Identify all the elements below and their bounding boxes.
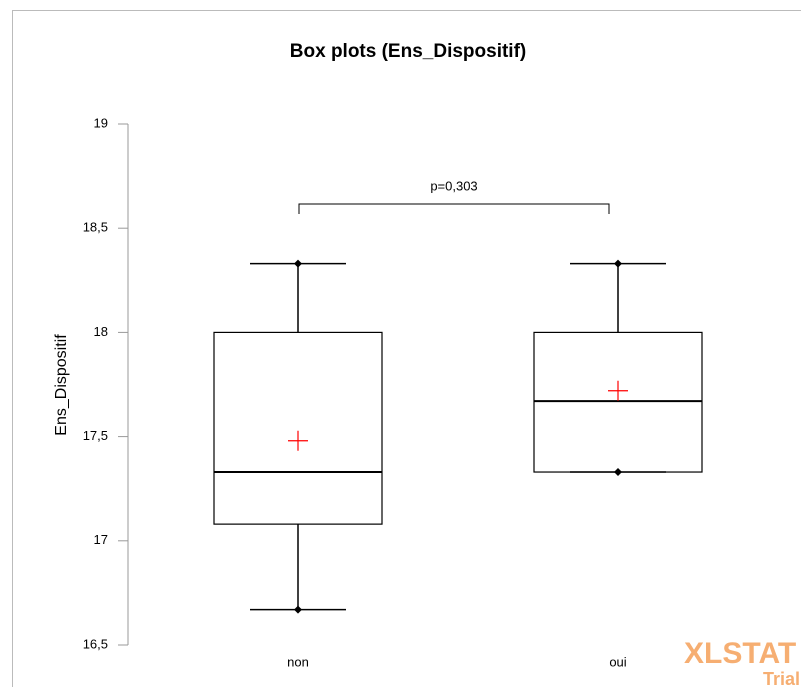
- box: [213, 331, 383, 525]
- x-tick-label: oui: [609, 654, 626, 669]
- y-tick-label: 17: [94, 532, 108, 547]
- y-tick-label: 17,5: [83, 428, 108, 443]
- chart-title: Box plots (Ens_Dispositif): [290, 41, 526, 62]
- chart-frame: [12, 10, 801, 687]
- extreme-point: [614, 259, 622, 268]
- significance-bracket: [298, 203, 610, 214]
- extreme-point: [614, 468, 622, 477]
- y-tick-label: 16,5: [83, 636, 108, 651]
- y-tick-label: 18: [94, 324, 108, 339]
- watermark: XLSTAT: [684, 637, 796, 670]
- watermark: Trial: [763, 669, 800, 687]
- extreme-point: [294, 605, 302, 614]
- extreme-point: [294, 259, 302, 268]
- y-axis-label: Ens_Dispositif: [53, 334, 70, 436]
- y-tick-label: 19: [94, 115, 108, 130]
- y-tick-label: 18,5: [83, 220, 108, 235]
- mean-marker: [288, 430, 308, 451]
- annotation: p=0,303: [430, 178, 477, 193]
- mean-marker: [608, 380, 628, 401]
- x-tick-label: non: [287, 654, 309, 669]
